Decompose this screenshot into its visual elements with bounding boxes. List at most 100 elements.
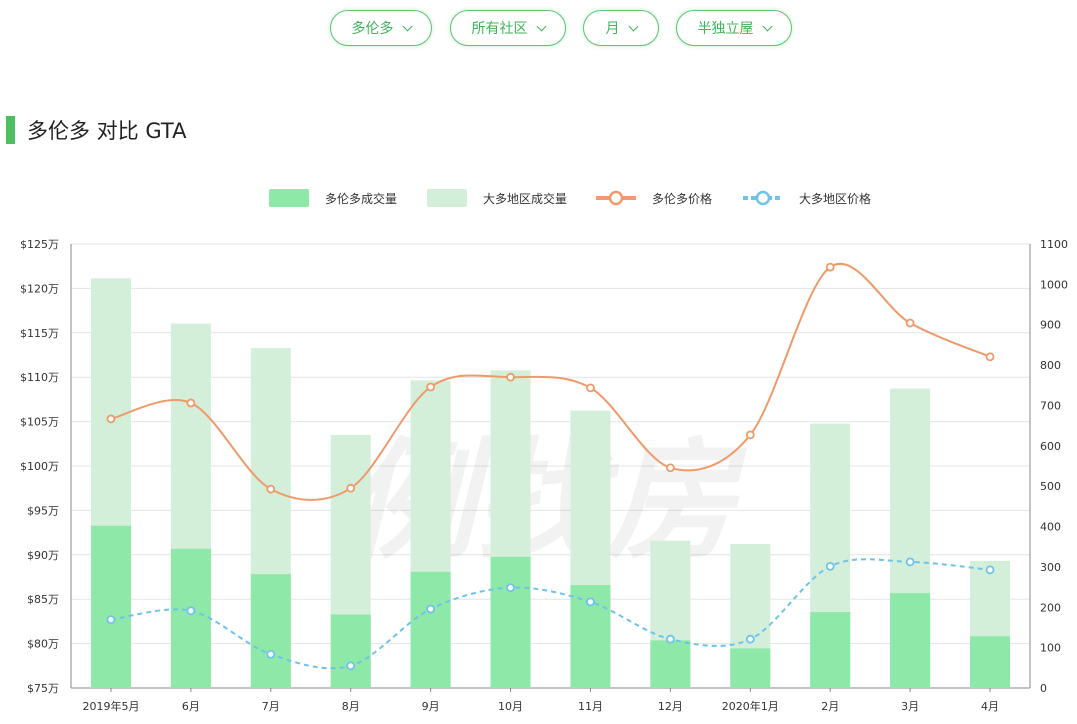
city-filter-label: 多伦多 — [351, 21, 394, 37]
x-tick-label: 2月 — [821, 700, 839, 713]
community-filter-dropdown[interactable]: 所有社区 — [450, 10, 566, 46]
chevron-down-icon — [402, 21, 412, 31]
x-tick-label: 11月 — [578, 700, 603, 713]
y-left-tick-label: $100万 — [20, 460, 59, 473]
y-left-tick-label: $120万 — [20, 282, 59, 295]
y-right-tick-label: 800 — [1040, 359, 1061, 372]
y-right-tick-label: 700 — [1040, 399, 1061, 412]
period-filter-dropdown[interactable]: 月 — [583, 10, 659, 46]
legend-toronto-volume[interactable]: 多伦多成交量 — [269, 186, 397, 210]
point-toronto-price — [905, 318, 915, 328]
bar-toronto-volume — [890, 593, 931, 688]
x-tick-label: 6月 — [182, 700, 200, 713]
bar-toronto-volume — [970, 636, 1011, 688]
point-toronto-price — [745, 430, 755, 440]
legend-gta-volume[interactable]: 大多地区成交量 — [427, 186, 567, 210]
section-accent-bar — [6, 116, 15, 144]
x-tick-label: 12月 — [658, 700, 683, 713]
point-toronto-price — [426, 382, 436, 392]
line-toronto-price — [110, 263, 991, 501]
y-left-tick-label: $80万 — [27, 638, 59, 651]
legend-swatch-gta-volume — [427, 189, 467, 207]
point-gta-price — [985, 565, 995, 575]
y-left-tick-label: $115万 — [20, 327, 59, 340]
legend-swatch-toronto-volume — [269, 189, 309, 207]
x-tick-label: 2020年1月 — [722, 699, 779, 713]
bar-toronto-volume — [810, 612, 851, 688]
point-gta-price — [825, 561, 835, 571]
community-filter-label: 所有社区 — [471, 21, 528, 37]
point-gta-price — [186, 606, 196, 616]
bar-toronto-volume — [650, 640, 691, 688]
property-type-filter-dropdown[interactable]: 半独立屋 — [676, 10, 792, 46]
point-toronto-price — [346, 483, 356, 493]
bar-toronto-volume — [410, 571, 451, 688]
y-right-tick-label: 900 — [1040, 319, 1061, 332]
point-gta-price — [586, 597, 595, 607]
point-gta-price — [106, 615, 116, 625]
legend-label: 多伦多价格 — [652, 191, 713, 206]
x-tick-label: 2019年5月 — [82, 699, 139, 713]
y-right-tick-label: 1000 — [1040, 278, 1068, 291]
y-left-tick-label: $105万 — [20, 416, 59, 429]
y-right-tick-label: 300 — [1040, 561, 1061, 574]
filter-bar: 多伦多 所有社区 月 半独立屋 — [0, 10, 1077, 50]
legend-label: 多伦多成交量 — [325, 191, 398, 206]
legend-swatch-toronto-price — [596, 190, 636, 206]
property-type-filter-label: 半独立屋 — [697, 21, 754, 37]
x-tick-label: 7月 — [262, 700, 280, 713]
y-left-tick-label: $110万 — [20, 371, 59, 384]
x-tick-label: 9月 — [422, 700, 440, 713]
x-tick-label: 8月 — [342, 700, 360, 713]
combo-chart: $75万 $80万 $85万 $90万 $95万 $100万 $105万 $110万 $115万… — [20, 238, 1068, 713]
point-toronto-price — [106, 414, 116, 424]
chevron-down-icon — [536, 21, 546, 31]
city-filter-dropdown[interactable]: 多伦多 — [330, 10, 432, 46]
point-toronto-price — [665, 463, 675, 473]
point-gta-price — [266, 649, 276, 659]
point-gta-price — [346, 661, 356, 671]
section-header: 多伦多 对比 GTA — [6, 116, 186, 144]
period-filter-label: 月 — [605, 21, 620, 37]
legend-gta-price[interactable]: 大多地区价格 — [743, 186, 871, 210]
point-gta-price — [665, 634, 675, 644]
section-title: 多伦多 对比 GTA — [27, 119, 187, 143]
point-gta-price — [426, 604, 436, 614]
y-right-tick-label: 0 — [1040, 682, 1047, 695]
legend-swatch-gta-price — [743, 190, 783, 206]
y-left-tick-label: $90万 — [27, 549, 59, 562]
y-left-tick-label: $75万 — [27, 682, 59, 695]
x-tick-label: 10月 — [498, 700, 523, 713]
y-right-tick-label: 1100 — [1040, 238, 1068, 251]
y-right-tick-label: 600 — [1040, 440, 1061, 453]
legend-toronto-price[interactable]: 多伦多价格 — [596, 186, 712, 210]
point-gta-price — [745, 634, 755, 644]
chevron-down-icon — [762, 21, 772, 31]
y-right-tick-label: 400 — [1040, 521, 1061, 534]
bar-toronto-volume — [90, 525, 131, 688]
bar-toronto-volume — [170, 548, 211, 688]
chevron-down-icon — [628, 21, 638, 31]
bar-toronto-volume — [250, 574, 291, 688]
point-toronto-price — [186, 398, 196, 408]
y-left-tick-label: $125万 — [20, 238, 59, 251]
bar-toronto-volume — [490, 556, 531, 688]
point-toronto-price — [266, 484, 276, 494]
point-toronto-price — [586, 383, 595, 393]
y-right-tick-label: 100 — [1040, 642, 1061, 655]
y-left-tick-label: $85万 — [27, 593, 59, 606]
bar-toronto-volume — [330, 614, 371, 688]
point-gta-price — [905, 557, 915, 567]
bar-toronto-volume — [730, 648, 771, 688]
y-right-tick-label: 200 — [1040, 601, 1061, 614]
x-tick-label: 3月 — [901, 700, 919, 713]
point-gta-price — [506, 583, 515, 593]
x-tick-label: 4月 — [981, 700, 999, 713]
legend-label: 大多地区成交量 — [483, 191, 568, 206]
legend-label: 大多地区价格 — [799, 191, 872, 206]
y-right-tick-label: 500 — [1040, 480, 1061, 493]
chart-legend: 多伦多成交量 大多地区成交量 多伦多价格 大多地区价格 — [0, 186, 1077, 210]
point-toronto-price — [506, 372, 515, 382]
point-toronto-price — [825, 262, 835, 272]
y-left-tick-label: $95万 — [27, 504, 59, 517]
